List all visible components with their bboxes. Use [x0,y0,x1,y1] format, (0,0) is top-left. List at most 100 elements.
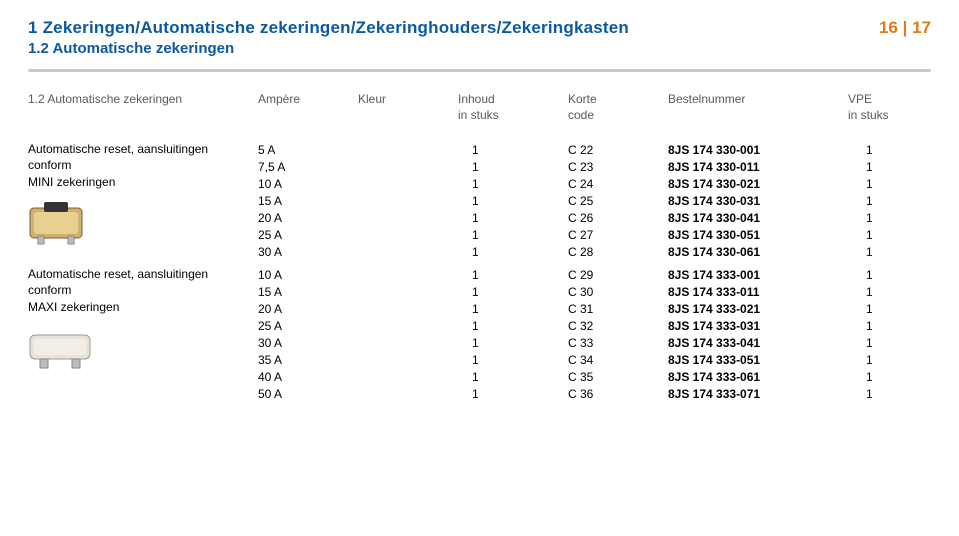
maxi-fuse-icon [28,325,98,370]
section-desc-text: Automatische reset, aansluitingenconform… [28,141,258,190]
cell-code: C 30 [568,285,668,299]
table-row: 30 A1C 338JS 174 333-0411 [258,334,931,351]
cell-vpe: 1 [848,370,928,384]
col-vpe-l1: VPE [848,92,872,106]
cell-inhoud: 1 [458,143,568,157]
section-desc-text: Automatische reset, aansluitingenconform… [28,266,258,315]
cell-bestelnummer: 8JS 174 330-041 [668,211,848,225]
cell-ampere: 50 A [258,387,358,401]
cell-inhoud: 1 [458,228,568,242]
cell-vpe: 1 [848,302,928,316]
cell-bestelnummer: 8JS 174 330-031 [668,194,848,208]
cell-ampere: 30 A [258,245,358,259]
cell-ampere: 15 A [258,285,358,299]
col-kleur: Kleur [358,92,458,123]
col-inhoud-l1: Inhoud [458,92,495,106]
cell-bestelnummer: 8JS 174 333-031 [668,319,848,333]
col-korte-code: Korte code [568,92,668,123]
mini-fuse-icon [28,200,98,245]
cell-vpe: 1 [848,285,928,299]
cell-vpe: 1 [848,268,928,282]
col-korte-l2: code [568,108,594,122]
cell-vpe: 1 [848,353,928,367]
section-description: Automatische reset, aansluitingenconform… [28,141,258,260]
cell-code: C 32 [568,319,668,333]
cell-inhoud: 1 [458,268,568,282]
cell-code: C 25 [568,194,668,208]
cell-vpe: 1 [848,160,928,174]
title-sub: 1.2 Automatische zekeringen [28,40,629,57]
cell-bestelnummer: 8JS 174 333-011 [668,285,848,299]
cell-vpe: 1 [848,143,928,157]
col-korte-l1: Korte [568,92,597,106]
cell-inhoud: 1 [458,177,568,191]
cell-ampere: 25 A [258,319,358,333]
page-header: 1 Zekeringen/Automatische zekeringen/Zek… [28,18,931,57]
section-description: Automatische reset, aansluitingenconform… [28,266,258,402]
cell-ampere: 20 A [258,302,358,316]
cell-bestelnummer: 8JS 174 333-021 [668,302,848,316]
cell-vpe: 1 [848,194,928,208]
desc-line: MAXI zekeringen [28,299,258,315]
table-row: 20 A1C 318JS 174 333-0211 [258,300,931,317]
cell-bestelnummer: 8JS 174 333-071 [668,387,848,401]
cell-inhoud: 1 [458,353,568,367]
col-ampere: Ampère [258,92,358,123]
col-bestelnummer: Bestelnummer [668,92,848,123]
table-row: 7,5 A1C 238JS 174 330-0111 [258,158,931,175]
cell-inhoud: 1 [458,302,568,316]
cell-inhoud: 1 [458,194,568,208]
table-row: 10 A1C 248JS 174 330-0211 [258,175,931,192]
cell-vpe: 1 [848,245,928,259]
col-inhoud: Inhoud in stuks [458,92,568,123]
col-inhoud-l2: in stuks [458,108,499,122]
cell-ampere: 40 A [258,370,358,384]
table-row: 20 A1C 268JS 174 330-0411 [258,209,931,226]
cell-inhoud: 1 [458,387,568,401]
cell-bestelnummer: 8JS 174 330-061 [668,245,848,259]
cell-code: C 34 [568,353,668,367]
table-row: 35 A1C 348JS 174 333-0511 [258,351,931,368]
cell-bestelnummer: 8JS 174 330-011 [668,160,848,174]
cell-ampere: 7,5 A [258,160,358,174]
cell-vpe: 1 [848,228,928,242]
cell-bestelnummer: 8JS 174 330-021 [668,177,848,191]
desc-line: conform [28,282,258,298]
col-vpe-l2: in stuks [848,108,889,122]
cell-bestelnummer: 8JS 174 330-001 [668,143,848,157]
sections-container: Automatische reset, aansluitingenconform… [28,141,931,402]
desc-line: Automatische reset, aansluitingen [28,141,258,157]
cell-ampere: 20 A [258,211,358,225]
cell-bestelnummer: 8JS 174 333-051 [668,353,848,367]
table-row: 25 A1C 328JS 174 333-0311 [258,317,931,334]
column-headers: 1.2 Automatische zekeringen Ampère Kleur… [28,92,931,123]
cell-inhoud: 1 [458,370,568,384]
cell-code: C 28 [568,245,668,259]
table-row: 40 A1C 358JS 174 333-0611 [258,368,931,385]
table-row: 5 A1C 228JS 174 330-0011 [258,141,931,158]
section-rows: 10 A1C 298JS 174 333-001115 A1C 308JS 17… [258,266,931,402]
cell-ampere: 10 A [258,177,358,191]
cell-ampere: 35 A [258,353,358,367]
cell-vpe: 1 [848,336,928,350]
cell-inhoud: 1 [458,285,568,299]
cell-code: C 33 [568,336,668,350]
table-row: 50 A1C 368JS 174 333-0711 [258,385,931,402]
cell-inhoud: 1 [458,160,568,174]
cell-vpe: 1 [848,387,928,401]
table-row: 15 A1C 308JS 174 333-0111 [258,283,931,300]
desc-line: Automatische reset, aansluitingen [28,266,258,282]
product-section: Automatische reset, aansluitingenconform… [28,141,931,260]
cell-inhoud: 1 [458,245,568,259]
cell-bestelnummer: 8JS 174 333-061 [668,370,848,384]
cell-vpe: 1 [848,177,928,191]
table-row: 25 A1C 278JS 174 330-0511 [258,226,931,243]
cell-ampere: 5 A [258,143,358,157]
section-rows: 5 A1C 228JS 174 330-00117,5 A1C 238JS 17… [258,141,931,260]
cell-code: C 26 [568,211,668,225]
cell-inhoud: 1 [458,319,568,333]
cell-ampere: 10 A [258,268,358,282]
product-section: Automatische reset, aansluitingenconform… [28,266,931,402]
table-row: 15 A1C 258JS 174 330-0311 [258,192,931,209]
separator [28,69,931,72]
